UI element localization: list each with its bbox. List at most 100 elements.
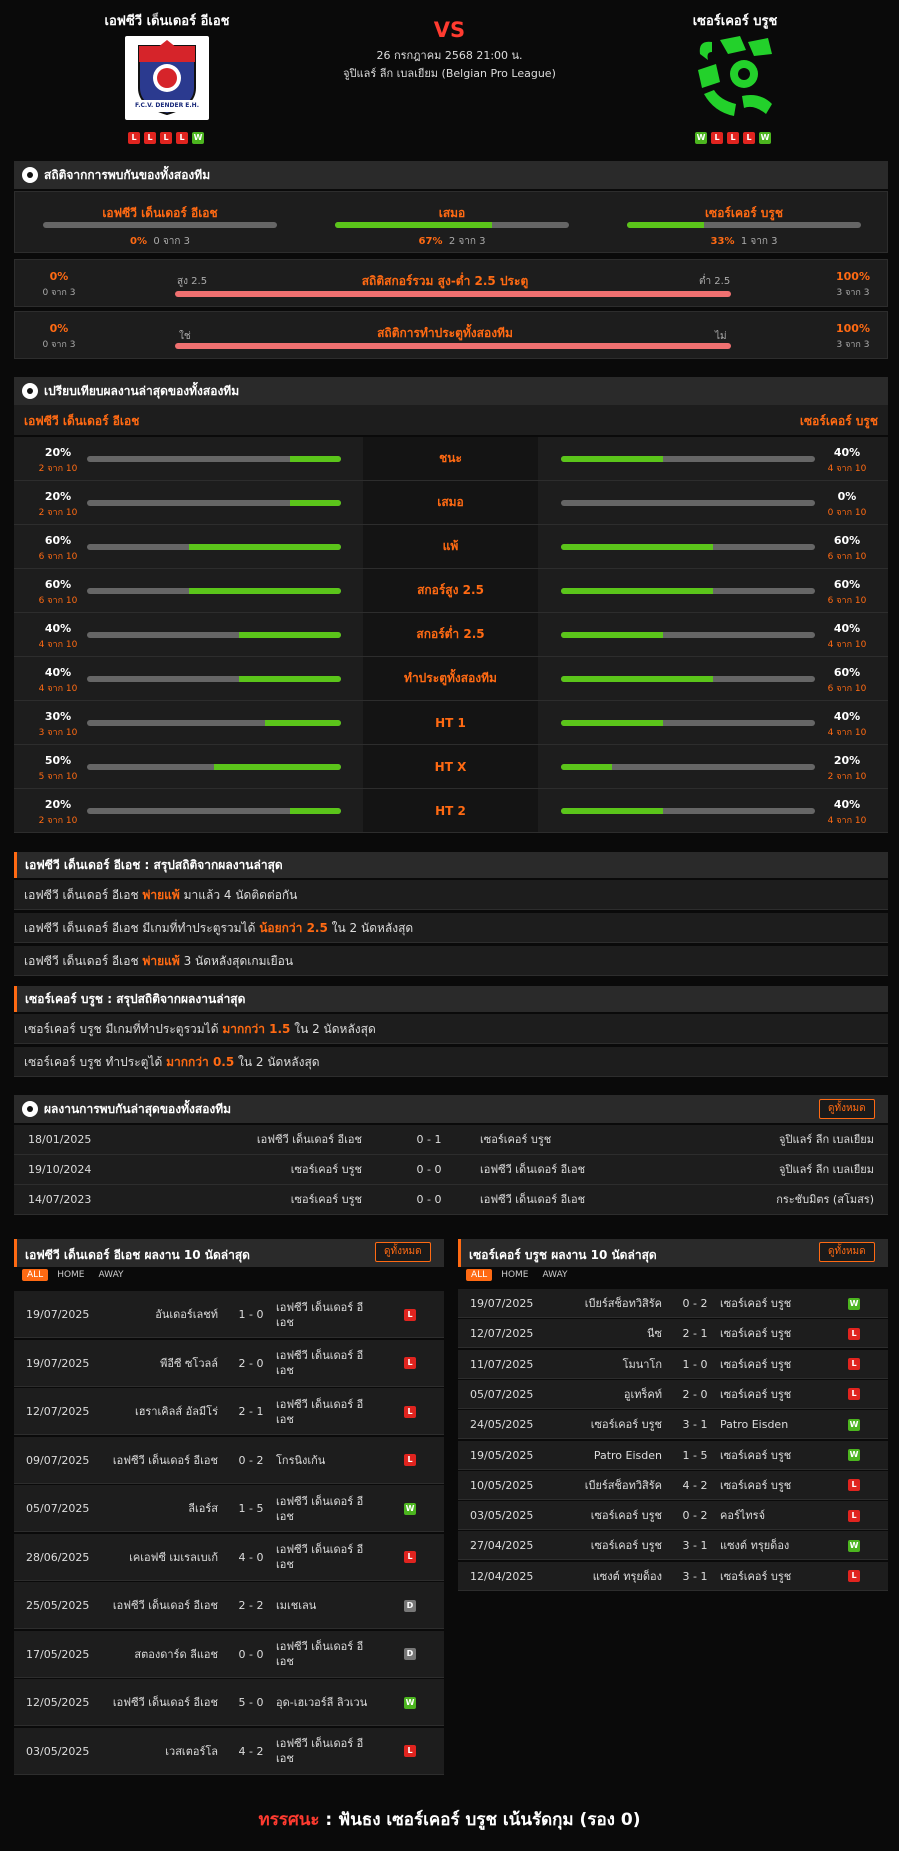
match-date: 10/05/2025 — [470, 1478, 534, 1492]
match-home-team[interactable]: โมนาโก — [622, 1357, 662, 1371]
last10-home-view-all-button[interactable]: ดูทั้งหมด — [375, 1242, 431, 1262]
match-home-team[interactable]: เอฟซีวี เด็นเดอร์ อีเอช — [112, 1453, 218, 1467]
match-away-team[interactable]: เซอร์เคอร์ บรูช — [720, 1448, 792, 1462]
match-away-team[interactable]: เมเชเลน — [276, 1599, 317, 1612]
match-date: 19/05/2025 — [470, 1448, 534, 1462]
result-badge: L — [404, 1405, 416, 1418]
compare-away-name[interactable]: เซอร์เคอร์ บรูช — [799, 414, 878, 428]
match-row[interactable]: 12/05/2025 เอฟซีวี เด็นเดอร์ อีเอช 5 - 0 อุ… — [14, 1679, 444, 1726]
away-pct: 40% — [833, 622, 861, 635]
match-away-team[interactable]: เซอร์เคอร์ บรูช — [720, 1297, 792, 1310]
match-away-team[interactable]: เอฟซีวี เด็นเดอร์ อีเอช — [276, 1300, 364, 1329]
h2h-list-header: ผลงานการพบกันล่าสุดของทั้งสองทีม — [14, 1095, 888, 1123]
match-score: 4 - 2 — [682, 1478, 708, 1492]
h2h-match-row[interactable]: 19/10/2024 เซอร์เคอร์ บรูช 0 - 0 เอฟซีวี เด… — [14, 1155, 888, 1185]
match-row[interactable]: 19/07/2025 เบียร์สช็อทวิสิรัค 0 - 2 เซอร์เค… — [458, 1289, 888, 1318]
match-away-team[interactable]: คอร์ไทรจ์ — [720, 1509, 766, 1523]
match-row[interactable]: 19/07/2025 อันเดอร์เลชท์ 1 - 0 เอฟซีวี เด็น… — [14, 1291, 444, 1338]
match-away-team[interactable]: เซอร์เคอร์ บรูช — [720, 1569, 792, 1583]
h2h-view-all-button[interactable]: ดูทั้งหมด — [819, 1099, 875, 1119]
match-row[interactable]: 28/06/2025 เคเอฟซี เมเรลเบเก้ 4 - 0 เอฟซีวี… — [14, 1533, 444, 1581]
tab-home[interactable]: HOME — [57, 1270, 85, 1280]
match-home-team[interactable]: เวสเตอร์โล — [165, 1744, 218, 1758]
match-away-team[interactable]: เอฟซีวี เด็นเดอร์ อีเอช — [276, 1494, 364, 1523]
h2h-match-row[interactable]: 14/07/2023 เซอร์เคอร์ บรูช 0 - 0 เอฟซีวี เด… — [14, 1185, 888, 1215]
match-row[interactable]: 12/07/2025 เฮราเคิลส์ อัลมีโร่ 2 - 1 เอฟซีว… — [14, 1388, 444, 1435]
last10-home-tabs: ALL HOME AWAY — [22, 1269, 129, 1281]
tab-all[interactable]: ALL — [22, 1269, 49, 1281]
last10-away-view-all-button[interactable]: ดูทั้งหมด — [819, 1242, 875, 1262]
match-home-team[interactable]: พีอีซี ซโวลล์ — [160, 1356, 218, 1370]
home-team-name[interactable]: เอฟซีวี เด็นเดอร์ อีเอช — [104, 14, 230, 29]
match-home-team[interactable]: เอฟซีวี เด็นเดอร์ อีเอช — [256, 1133, 362, 1146]
compare-row: 50% 5 จาก 10 HT X 20% 2 จาก 10 — [14, 745, 888, 789]
match-date: 19/10/2024 — [28, 1163, 92, 1176]
match-score: 3 - 1 — [682, 1418, 708, 1432]
tab-away[interactable]: AWAY — [98, 1270, 124, 1280]
h2h-match-row[interactable]: 18/01/2025 เอฟซีวี เด็นเดอร์ อีเอช 0 - 1 เซ… — [14, 1125, 888, 1155]
match-home-team[interactable]: แซงต์ ทรุยด็อง — [592, 1569, 662, 1583]
tab-home[interactable]: HOME — [501, 1270, 529, 1280]
match-home-team[interactable]: เบียร์สช็อทวิสิรัค — [584, 1297, 662, 1310]
match-home-team[interactable]: อูเทร็คท์ — [623, 1387, 662, 1401]
h2h-list-title: ผลงานการพบกันล่าสุดของทั้งสองทีม — [44, 1101, 232, 1116]
match-row[interactable]: 27/04/2025 เซอร์เคอร์ บรูช 3 - 1 แซงต์ ทรุย… — [458, 1531, 888, 1561]
match-row[interactable]: 19/05/2025 Patro Eisden 1 - 5 เซอร์เคอร์ บร… — [458, 1440, 888, 1470]
match-home-team[interactable]: เอฟซีวี เด็นเดอร์ อีเอช — [112, 1696, 218, 1709]
match-away-team[interactable]: เอฟซีวี เด็นเดอร์ อีเอช — [276, 1640, 364, 1668]
match-row[interactable]: 05/07/2025 อูเทร็คท์ 2 - 0 เซอร์เคอร์ บรูช L — [458, 1379, 888, 1409]
match-row[interactable]: 17/05/2025 สตองดาร์ด ลีแอช 0 - 0 เอฟซีวี เด… — [14, 1630, 444, 1678]
summary-highlight: มากกว่า 1.5 — [222, 1022, 291, 1036]
compare-label: สกอร์สูง 2.5 — [363, 569, 538, 612]
match-away-team[interactable]: เซอร์เคอร์ บรูช — [720, 1478, 792, 1492]
match-row[interactable]: 03/05/2025 เซอร์เคอร์ บรูช 0 - 2 คอร์ไทรจ์ L — [458, 1501, 888, 1531]
summary-text-end: ใน 2 นัดหลังสุด — [290, 1022, 376, 1036]
match-away-team[interactable]: เซอร์เคอร์ บรูช — [480, 1133, 552, 1146]
match-score: 2 - 2 — [238, 1599, 264, 1612]
match-home-team[interactable]: เซอร์เคอร์ บรูช — [290, 1193, 362, 1206]
match-away-team[interactable]: เอฟซีวี เด็นเดอร์ อีเอช — [480, 1163, 586, 1176]
match-home-team[interactable]: เบียร์สช็อทวิสิรัค — [584, 1478, 662, 1492]
match-row[interactable]: 24/05/2025 เซอร์เคอร์ บรูช 3 - 1 Patro Eisd… — [458, 1410, 888, 1440]
match-row[interactable]: 25/05/2025 เอฟซีวี เด็นเดอร์ อีเอช 2 - 2 เม… — [14, 1582, 444, 1629]
match-home-team[interactable]: สตองดาร์ด ลีแอช — [134, 1647, 218, 1661]
match-row[interactable]: 12/04/2025 แซงต์ ทรุยด็อง 3 - 1 เซอร์เคอร์ … — [458, 1561, 888, 1591]
match-away-team[interactable]: เอฟซีวี เด็นเดอร์ อีเอช — [276, 1543, 364, 1571]
match-home-team[interactable]: เซอร์เคอร์ บรูช — [290, 1163, 362, 1176]
match-row[interactable]: 11/07/2025 โมนาโก 1 - 0 เซอร์เคอร์ บรูช L — [458, 1349, 888, 1379]
match-home-team[interactable]: เซอร์เคอร์ บรูช — [590, 1509, 662, 1523]
match-away-team[interactable]: เอฟซีวี เด็นเดอร์ อีเอช — [276, 1349, 364, 1377]
match-home-team[interactable]: เคเอฟซี เมเรลเบเก้ — [129, 1550, 218, 1564]
match-away-team[interactable]: เอฟซีวี เด็นเดอร์ อีเอช — [276, 1737, 364, 1765]
match-away-team[interactable]: Patro Eisden — [720, 1418, 789, 1432]
match-home-team[interactable]: เฮราเคิลส์ อัลมีโร่ — [134, 1405, 218, 1418]
match-home-team[interactable]: อันเดอร์เลชท์ — [155, 1308, 218, 1321]
match-away-team[interactable]: แซงต์ ทรุยด็อง — [720, 1539, 790, 1553]
match-home-team[interactable]: ลีเอร์ส — [188, 1502, 218, 1515]
match-row[interactable]: 12/07/2025 นีซ 2 - 1 เซอร์เคอร์ บรูช L — [458, 1319, 888, 1349]
match-home-team[interactable]: เอฟซีวี เด็นเดอร์ อีเอช — [112, 1599, 218, 1612]
match-date: 14/07/2023 — [28, 1193, 92, 1206]
match-home-team[interactable]: เซอร์เคอร์ บรูช — [590, 1418, 662, 1432]
match-away-team[interactable]: เซอร์เคอร์ บรูช — [720, 1387, 792, 1401]
match-row[interactable]: 09/07/2025 เอฟซีวี เด็นเดอร์ อีเอช 0 - 2 โก… — [14, 1436, 444, 1484]
match-away-team[interactable]: เอฟซีวี เด็นเดอร์ อีเอช — [276, 1397, 364, 1426]
tab-away[interactable]: AWAY — [542, 1270, 568, 1280]
match-away-team[interactable]: โกรนิงเก้น — [276, 1453, 326, 1467]
match-away-team[interactable]: เซอร์เคอร์ บรูช — [720, 1357, 792, 1371]
match-home-team[interactable]: นีซ — [647, 1327, 662, 1341]
match-row[interactable]: 19/07/2025 พีอีซี ซโวลล์ 2 - 0 เอฟซีวี เด็น… — [14, 1339, 444, 1387]
match-row[interactable]: 10/05/2025 เบียร์สช็อทวิสิรัค 4 - 2 เซอร์เค… — [458, 1470, 888, 1500]
match-away-team[interactable]: เอฟซีวี เด็นเดอร์ อีเอช — [480, 1193, 586, 1206]
match-row[interactable]: 05/07/2025 ลีเอร์ส 1 - 5 เอฟซีวี เด็นเดอร์ … — [14, 1485, 444, 1532]
away-team-name[interactable]: เซอร์เคอร์ บรูช — [692, 14, 778, 29]
match-away-team[interactable]: เซอร์เคอร์ บรูช — [720, 1327, 792, 1341]
tab-all[interactable]: ALL — [466, 1269, 493, 1281]
match-home-team[interactable]: เซอร์เคอร์ บรูช — [590, 1539, 662, 1553]
compare-home-name[interactable]: เอฟซีวี เด็นเดอร์ อีเอช — [24, 414, 140, 428]
result-badge: L — [404, 1454, 416, 1466]
match-row[interactable]: 03/05/2025 เวสเตอร์โล 4 - 2 เอฟซีวี เด็นเดอ… — [14, 1727, 444, 1775]
match-away-team[interactable]: อุด-เฮเวอร์ลี ลิวเวน — [276, 1696, 368, 1709]
h2h-draw-bar — [335, 222, 569, 228]
match-home-team[interactable]: Patro Eisden — [593, 1448, 662, 1462]
